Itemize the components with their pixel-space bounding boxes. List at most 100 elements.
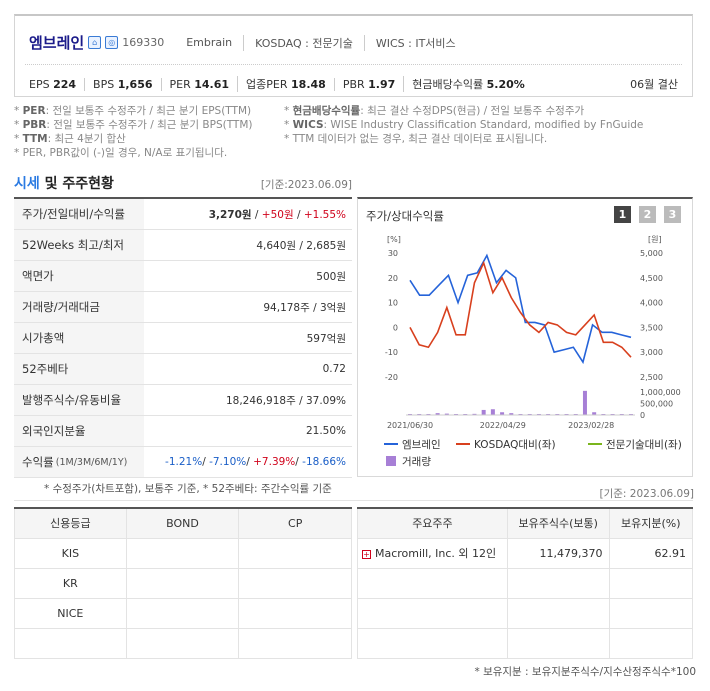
stat-per: PER 14.61 [160, 77, 238, 91]
row-label: 수익률 (1M/3M/6M/1Y) [14, 447, 144, 477]
volume-bar [592, 412, 597, 415]
chart-page-3[interactable]: 3 [664, 206, 681, 223]
credit-rating-table: 신용등급 BOND CP KIS KR NICE [14, 507, 352, 659]
stat-sector-per: 업종PER 18.48 [237, 76, 334, 92]
y-right-tick: 2,500 [640, 373, 663, 382]
price-value: 3,270원 / +50원 / +1.55% [208, 208, 346, 221]
table-row [14, 627, 352, 659]
table-row: 거래량/거래대금 94,178주 / 3억원 [14, 292, 352, 323]
table-row [357, 567, 693, 599]
volume-bar [481, 409, 486, 415]
notes-right: * 현금배당수익률: 최근 결산 수정DPS(현금) / 전일 보통주 수정주가… [284, 105, 644, 145]
volume-tick: 1,000,000 [640, 388, 681, 397]
stat-eps: EPS 224 [29, 77, 77, 91]
volume-bar [435, 413, 440, 415]
y-left-tick: 0 [393, 323, 398, 332]
y-left-tick: 10 [388, 299, 398, 308]
left-unit: [%] [387, 235, 401, 244]
kosdaq-relative-line [409, 260, 632, 358]
y-left-tick: -10 [385, 348, 398, 357]
major-holders-table: 주요주주 보유주식수(보통) 보유지분(%) + Macromill, Inc. … [357, 507, 693, 659]
column-header: 주요주주 [357, 507, 508, 539]
table-row: 수익률 (1M/3M/6M/1Y) -1.21%/ -7.10%/ +7.39%/… [14, 447, 352, 478]
x-tick: 2021/06/30 [387, 421, 433, 430]
chart-footnote: * 수정주가(차트포함), 보통주 기준, * 52주베타: 주간수익률 기준 [44, 483, 332, 495]
y-left-tick: 30 [388, 249, 398, 258]
table-row: 52Weeks 최고/최저 4,640원 / 2,685원 [14, 230, 352, 261]
row-value: 94,178주 / 3억원 [263, 301, 346, 314]
table-row: + Macromill, Inc. 외 12인 11,479,370 62.91 [357, 537, 693, 569]
volume-tick: 500,000 [640, 400, 673, 409]
row-value: 21.50% [305, 425, 346, 437]
legend-swatch [386, 456, 396, 466]
table-row: 52주베타 0.72 [14, 354, 352, 385]
expand-icon[interactable]: + [362, 550, 371, 559]
market-table: 주가/전일대비/수익률 3,270원 / +50원 / +1.55% 52Wee… [14, 197, 352, 478]
volume-bar [444, 413, 449, 415]
column-header: 신용등급 [14, 507, 127, 539]
table-row: 액면가 500원 [14, 261, 352, 292]
column-header: 보유주식수(보통) [506, 507, 610, 539]
row-value: 0.72 [322, 363, 346, 375]
chart-title: 주가/상대수익률 [366, 209, 444, 223]
wics-sector: WICS : IT서비스 [363, 34, 467, 51]
stock-code: 169330 [122, 36, 165, 49]
holder-pct: 62.91 [608, 537, 693, 569]
key-stats: EPS 224 BPS 1,656 PER 14.61 업종PER 18.48 … [29, 76, 533, 92]
row-value: 18,246,918주 / 37.09% [225, 394, 346, 407]
row-value: 500원 [316, 270, 346, 283]
row-label: 거래량/거래대금 [14, 292, 144, 322]
y-right-tick: 5,000 [640, 249, 663, 258]
table-row: 주가/전일대비/수익률 3,270원 / +50원 / +1.55% [14, 199, 352, 230]
row-label: 외국인지분율 [14, 416, 144, 446]
y-right-tick: 4,500 [640, 274, 663, 283]
holder-name[interactable]: Macromill, Inc. 외 12인 [375, 547, 497, 560]
agency-name: KIS [14, 537, 127, 569]
agency-name: KR [14, 567, 127, 599]
row-value: 597억원 [306, 332, 346, 345]
section-date: [기준:2023.06.09] [260, 179, 352, 191]
agency-name: NICE [14, 597, 127, 629]
table-row: NICE [14, 597, 352, 629]
table-row: 시가총액 597억원 [14, 323, 352, 354]
company-header: 엠브레인 ⌂ ◎ 169330 Embrain KOSDAQ : 전문기술 WI… [14, 14, 693, 97]
legend-label: 전문기술대비(좌) [606, 439, 682, 451]
notes-left: * PER: 전일 보통주 수정주가 / 최근 분기 EPS(TTM) * PB… [14, 105, 253, 159]
holder-shares: 11,479,370 [506, 537, 610, 569]
y-right-tick: 4,000 [640, 299, 663, 308]
row-label: 시가총액 [14, 323, 144, 353]
price-line [409, 253, 632, 365]
stat-pbr: PBR 1.97 [333, 77, 403, 91]
y-right-tick: 3,000 [640, 348, 663, 357]
table-row: 발행주식수/유동비율 18,246,918주 / 37.09% [14, 385, 352, 416]
company-name[interactable]: 엠브레인 [29, 34, 85, 52]
chart-page-1[interactable]: 1 [614, 206, 631, 223]
english-name: Embrain [186, 36, 233, 49]
volume-bar [490, 409, 495, 415]
holder-date: [기준: 2023.06.09] [599, 488, 694, 500]
settlement-month: 06월 결산 [630, 78, 678, 91]
column-header: BOND [125, 507, 240, 539]
legend-label: 거래량 [402, 456, 431, 468]
column-header: 보유지분(%) [608, 507, 693, 539]
y-right-tick: 3,500 [640, 323, 663, 332]
chart-page-2[interactable]: 2 [639, 206, 656, 223]
section-title: 시세 및 주주현황 [14, 176, 114, 192]
row-label: 액면가 [14, 261, 144, 291]
y-left-tick: 20 [388, 274, 398, 283]
home-icon[interactable]: ⌂ [88, 36, 102, 49]
volume-tick: 0 [640, 411, 645, 420]
legend-label: KOSDAQ대비(좌) [474, 439, 556, 451]
ir-icon[interactable]: ◎ [105, 36, 119, 49]
price-chart: [%] [원] 30 20 10 0 -10 -20 5,000 4,500 4,000 3,500 3… [384, 235, 682, 468]
row-label: 발행주식수/유동비율 [14, 385, 144, 415]
table-row: KIS [14, 537, 352, 569]
x-tick: 2022/04/29 [480, 421, 526, 430]
volume-bar [582, 390, 587, 415]
holder-footnote: * 보유지분 : 보유지분주식수/지수산정주식수*100 [474, 666, 696, 678]
stat-bps: BPS 1,656 [84, 77, 160, 91]
table-row [357, 597, 693, 629]
x-tick: 2023/02/28 [568, 421, 614, 430]
holder-cell: + Macromill, Inc. 외 12인 [357, 537, 508, 569]
table-row: 외국인지분율 21.50% [14, 416, 352, 447]
